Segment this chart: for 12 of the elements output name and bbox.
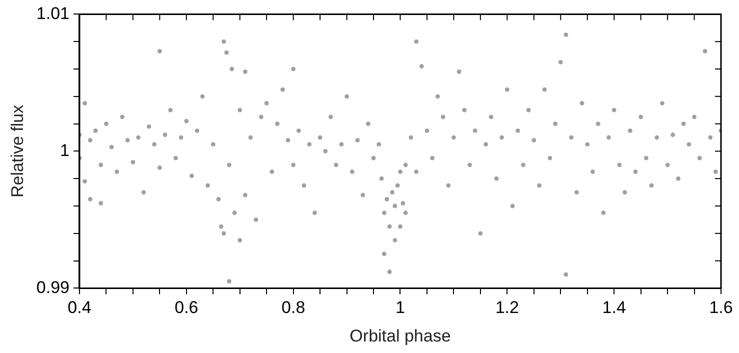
x-tick-label: 0.4 [68,298,92,318]
x-tick-label: 1.6 [709,298,733,318]
x-tick-label: 0.6 [174,298,198,318]
x-axis-title: Orbital phase [350,326,451,346]
y-tick-label: 1 [60,140,70,160]
x-tick-label: 1.4 [602,298,626,318]
y-tick-label: 1.01 [36,4,70,23]
x-tick-label: 1.2 [495,298,519,318]
y-axis-title: Relative flux [8,104,27,198]
y-tick-label: 0.99 [36,278,70,297]
x-tick-label: 0.8 [282,298,306,318]
x-tick-label: 1 [396,298,405,318]
